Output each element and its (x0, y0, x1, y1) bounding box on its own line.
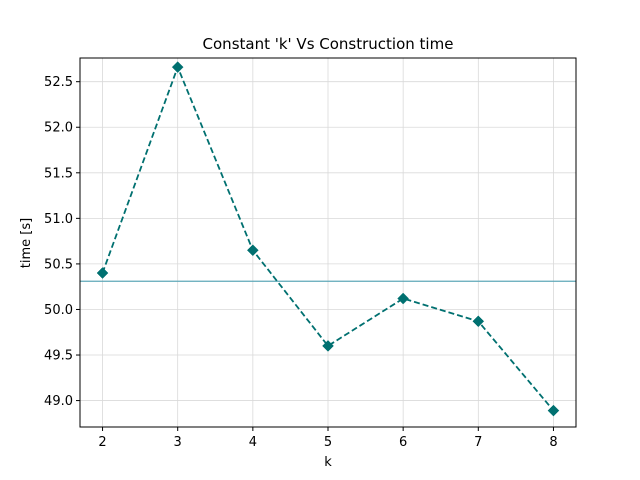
x-tick-label: 7 (474, 435, 482, 450)
x-axis-label: k (324, 455, 332, 470)
y-tick-label: 51.5 (44, 166, 73, 181)
data-point (246, 244, 259, 257)
x-tick-label: 6 (399, 435, 407, 450)
chart-title: Constant 'k' Vs Construction time (203, 35, 454, 53)
x-tick-label: 2 (98, 435, 106, 450)
y-tick-label: 51.0 (44, 212, 73, 227)
data-point (397, 292, 410, 305)
grid (80, 58, 576, 427)
data-point (96, 267, 109, 279)
data-point (472, 315, 485, 328)
y-tick-label: 52.5 (44, 75, 73, 90)
data-point (322, 340, 334, 352)
x-axis-ticks: 2 3 4 5 6 7 8 (98, 427, 558, 450)
y-tick-label: 49.5 (44, 349, 73, 364)
y-tick-label: 50.5 (44, 257, 73, 272)
x-tick-label: 4 (249, 435, 257, 450)
y-tick-label: 49.0 (44, 394, 73, 409)
x-tick-label: 8 (549, 435, 557, 450)
y-tick-label: 50.0 (44, 303, 73, 318)
data-markers (96, 61, 560, 417)
x-tick-label: 3 (174, 435, 182, 450)
y-axis-ticks: 49.0 49.5 50.0 50.5 51.0 51.5 52.0 52.5 (44, 75, 80, 409)
y-axis-label: time [s] (19, 218, 34, 268)
y-tick-label: 52.0 (44, 121, 73, 136)
x-tick-label: 5 (324, 435, 332, 450)
data-point (547, 404, 560, 417)
data-point (171, 61, 184, 73)
